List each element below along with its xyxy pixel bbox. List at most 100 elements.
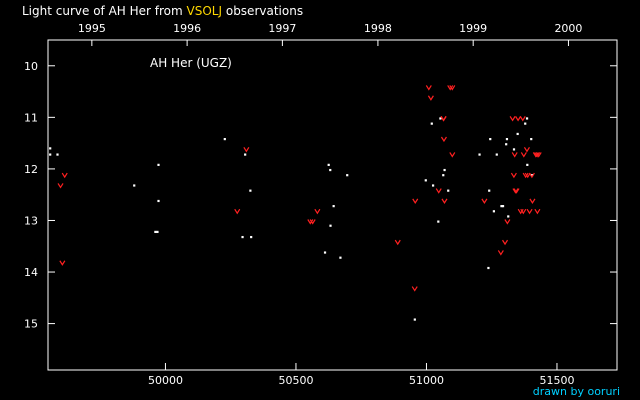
- fainter-than-point: [526, 208, 533, 215]
- fainter-than-point: [59, 260, 66, 266]
- fainter-than-point: [440, 116, 447, 122]
- fainter-than-point: [510, 172, 517, 179]
- positive-observation-point: [530, 138, 533, 141]
- fainter-than-point: [441, 198, 448, 205]
- positive-observation-point: [157, 163, 160, 166]
- year-tick-label: 1998: [364, 22, 392, 35]
- positive-observation-point: [437, 220, 440, 223]
- fainter-than-point: [440, 136, 447, 143]
- data-points: [49, 85, 542, 321]
- positive-observation-point: [492, 210, 496, 213]
- fainter-than-point: [511, 152, 518, 158]
- positive-observation-point: [430, 122, 433, 125]
- fainter-than-point: [449, 152, 456, 158]
- positive-observation-point: [501, 205, 505, 208]
- fainter-than-point: [512, 188, 519, 194]
- positive-observation-point: [329, 224, 332, 227]
- fainter-than-point: [520, 152, 527, 158]
- fainter-than-point: [520, 208, 527, 215]
- year-tick-label: 1997: [268, 22, 296, 35]
- positive-observation-point: [525, 117, 529, 120]
- fainter-than-point: [509, 116, 516, 122]
- title-prefix: Light curve of AH Her from: [22, 4, 187, 18]
- positive-observation-point: [249, 189, 252, 192]
- positive-observation-point: [530, 174, 534, 177]
- positive-observation-point: [244, 153, 247, 156]
- fainter-than-point: [502, 239, 509, 246]
- fainter-than-point: [481, 198, 488, 205]
- positive-observation-point: [156, 230, 159, 234]
- fainter-than-point: [412, 198, 419, 205]
- year-tick-label: 1999: [459, 22, 487, 35]
- fainter-than-point: [309, 219, 316, 225]
- year-tick-label: 1996: [173, 22, 201, 35]
- fainter-than-point: [519, 116, 526, 122]
- fainter-than-point: [449, 85, 456, 91]
- positive-observation-point: [49, 153, 52, 156]
- fainter-than-point: [307, 219, 314, 225]
- y-tick-label: 14: [24, 266, 38, 279]
- y-tick-label: 11: [24, 111, 38, 124]
- fainter-than-point: [243, 146, 250, 153]
- fainter-than-point: [394, 239, 401, 246]
- x-tick-label: 51500: [539, 374, 574, 387]
- fainter-than-point: [529, 198, 536, 205]
- fainter-than-point: [314, 208, 321, 215]
- positive-observation-point: [332, 205, 335, 208]
- x-tick-label: 51000: [409, 374, 444, 387]
- positive-observation-point: [56, 153, 59, 156]
- fainter-than-point: [427, 95, 434, 101]
- positive-observation-point: [505, 143, 508, 146]
- title-source: VSOLJ: [186, 4, 223, 18]
- star-label: AH Her (UGZ): [150, 56, 232, 70]
- positive-observation-point: [512, 148, 516, 151]
- fainter-than-point: [61, 172, 68, 179]
- fainter-than-point: [534, 208, 541, 215]
- positive-observation-point: [424, 179, 427, 182]
- positive-observation-point: [487, 266, 490, 270]
- fainter-than-point: [234, 208, 241, 215]
- positive-observation-point: [526, 163, 529, 166]
- fainter-than-point: [411, 286, 418, 292]
- fainter-than-point: [523, 146, 530, 153]
- positive-observation-point: [413, 318, 416, 321]
- positive-observation-point: [323, 251, 327, 254]
- x-tick-label: 50000: [148, 374, 183, 387]
- fainter-than-point: [534, 152, 541, 158]
- positive-observation-point: [327, 163, 330, 166]
- y-tick-label: 15: [24, 318, 38, 331]
- positive-observation-point: [443, 168, 446, 172]
- title-suffix: observations: [222, 4, 304, 18]
- fainter-than-point: [425, 85, 432, 91]
- positive-observation-point: [329, 168, 332, 172]
- positive-observation-point: [133, 184, 136, 187]
- positive-observation-point: [339, 256, 342, 259]
- y-tick-label: 12: [24, 163, 38, 176]
- positive-observation-point: [488, 189, 491, 192]
- positive-observation-point: [478, 153, 481, 156]
- positive-observation-point: [157, 199, 160, 203]
- fainter-than-point: [57, 183, 64, 189]
- fainter-than-point: [515, 116, 522, 122]
- positive-observation-point: [447, 189, 450, 192]
- positive-observation-point: [500, 205, 503, 208]
- fainter-than-point: [522, 172, 529, 179]
- fainter-than-point: [504, 219, 511, 225]
- chart-title: Light curve of AH Her from VSOLJ observa…: [22, 4, 303, 18]
- fainter-than-point: [524, 172, 531, 179]
- positive-observation-point: [431, 184, 435, 187]
- positive-observation-point: [241, 235, 244, 239]
- positive-observation-point: [223, 138, 226, 141]
- positive-observation-point: [439, 117, 442, 120]
- x-tick-label: 50500: [278, 374, 313, 387]
- y-tick-label: 10: [24, 60, 38, 73]
- year-tick-label: 1995: [78, 22, 106, 35]
- positive-observation-point: [507, 215, 510, 218]
- fainter-than-point: [528, 172, 535, 179]
- positive-observation-point: [489, 138, 492, 141]
- positive-observation-point: [442, 174, 445, 177]
- positive-observation-point: [516, 132, 519, 136]
- fainter-than-point: [497, 250, 504, 256]
- plot-frame: [47, 39, 618, 371]
